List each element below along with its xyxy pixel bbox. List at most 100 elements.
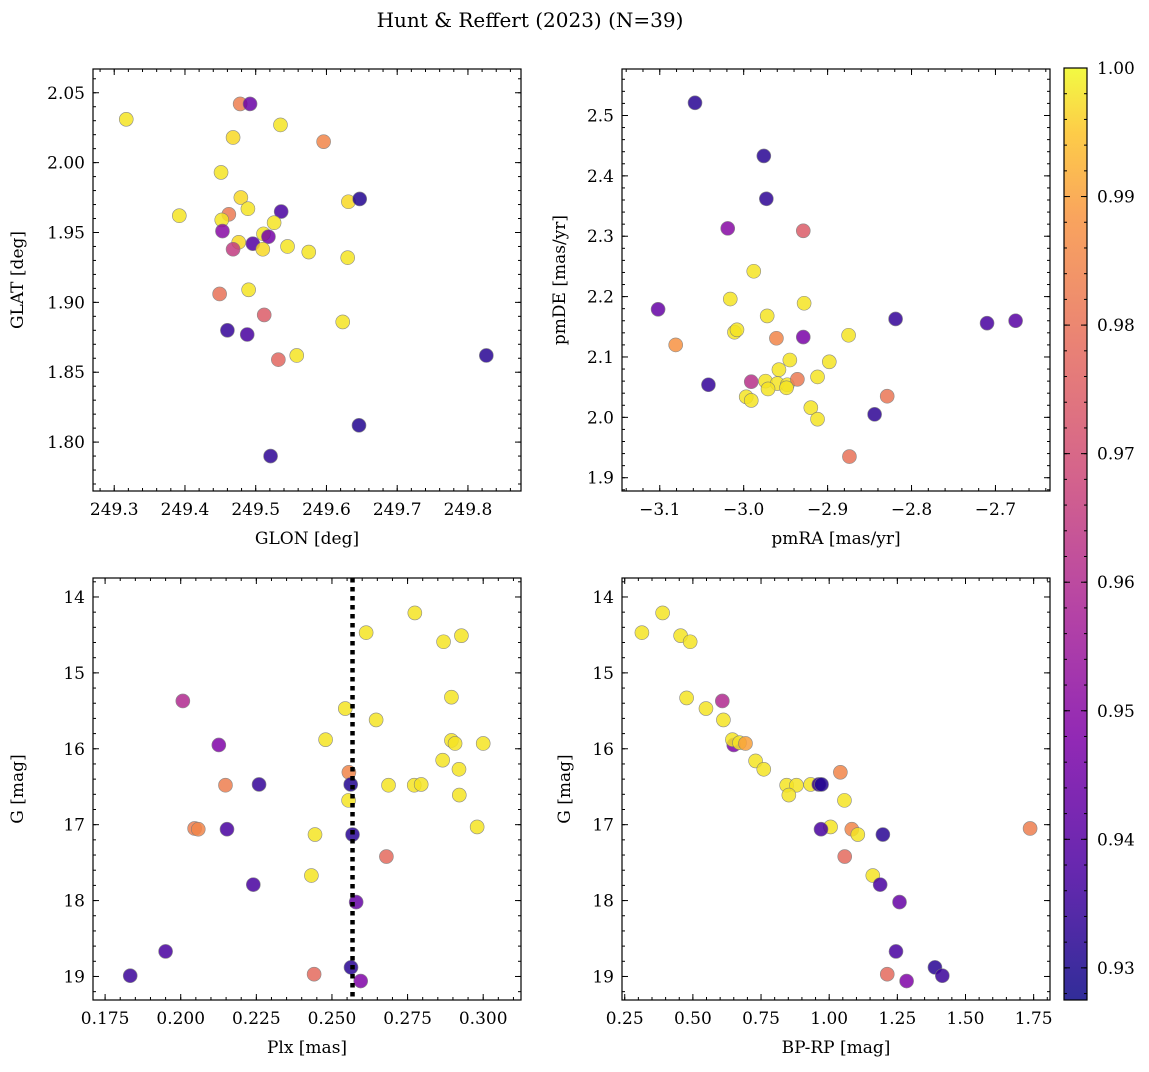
minor-ticks: [622, 69, 1050, 491]
data-point: [352, 191, 368, 207]
data-point: [872, 877, 888, 892]
panel-proper-motion-plot: −3.1 −3.0 −2.9 −2.8 −2.7 1.9 2.0 2.1 2.2 2.3 2.4 2.…: [550, 68, 1051, 549]
data-point: [301, 244, 317, 260]
data-point: [888, 311, 903, 327]
y-tick-label: 19: [63, 967, 85, 987]
data-point: [679, 690, 694, 706]
y-tick-label: 18: [592, 892, 614, 912]
data-point: [261, 229, 276, 244]
x-tick-label: 0.250: [308, 1009, 357, 1029]
x-tick-label: 249.5: [231, 500, 280, 520]
data-point: [668, 337, 684, 353]
y-tick-label: 2.1: [587, 348, 614, 368]
x-tick-label: 0.225: [232, 1009, 281, 1029]
y-tick-label: 14: [592, 588, 614, 608]
data-point: [337, 701, 353, 716]
x-axis-label: GLON [deg]: [255, 529, 359, 549]
data-point: [255, 241, 271, 257]
data-point: [444, 689, 459, 705]
data-point: [655, 605, 670, 621]
data-point: [225, 241, 241, 257]
colorbar-tick-label: 0.98: [1097, 316, 1135, 336]
y-tick-label: 1.90: [47, 293, 85, 313]
data-point: [212, 286, 227, 302]
data-point: [273, 204, 289, 219]
x-tick-label: −3.1: [639, 500, 680, 520]
x-tick-label: 0.275: [383, 1009, 432, 1029]
data-point: [215, 223, 230, 239]
data-point: [892, 894, 907, 910]
data-point: [879, 966, 895, 982]
x-tick-label: 0.200: [156, 1009, 205, 1029]
data-point: [447, 736, 463, 751]
data-point: [266, 215, 282, 231]
data-point: [469, 819, 485, 835]
y-tick-label: 17: [63, 816, 85, 836]
y-tick-label: 1.85: [47, 363, 85, 383]
data-point: [379, 849, 394, 864]
data-point: [454, 628, 469, 643]
colorbar-tick-label: 0.93: [1097, 959, 1135, 979]
data-point: [813, 821, 829, 837]
y-tick-label: 15: [63, 664, 85, 684]
data-point: [368, 712, 384, 728]
data-point: [769, 330, 784, 346]
x-axis-label: Plx [mas]: [267, 1038, 347, 1058]
data-point: [738, 736, 753, 751]
x-axis-label: BP-RP [mag]: [782, 1038, 891, 1058]
colorbar-tick-label: 0.96: [1097, 573, 1135, 593]
data-point: [225, 130, 241, 145]
data-point: [219, 821, 235, 837]
data-point: [175, 693, 191, 709]
y-axis-label: G [mag]: [555, 754, 575, 823]
x-tick-label: 249.6: [302, 500, 351, 520]
data-point: [239, 327, 255, 342]
data-point: [842, 449, 857, 464]
y-axis-label: G [mag]: [8, 754, 28, 823]
x-tick-label: −2.7: [975, 500, 1016, 520]
axes-frame: [621, 68, 1051, 492]
x-axis-label: pmRA [mas/yr]: [771, 529, 900, 549]
data-point: [888, 944, 904, 959]
data-point: [436, 634, 451, 650]
data-point: [759, 191, 774, 207]
data-point: [682, 634, 698, 650]
data-point: [722, 291, 738, 307]
data-point: [241, 282, 256, 298]
data-point: [335, 314, 351, 330]
data-point: [867, 407, 882, 422]
data-point: [796, 295, 812, 311]
panel-position-plot: 249.3 249.4 249.5 249.6 249.7 249.8 1.80 1.85 1.…: [8, 68, 522, 549]
x-tick-label: 1.50: [947, 1009, 985, 1029]
data-point: [211, 737, 227, 753]
data-point: [251, 777, 267, 792]
data-point: [879, 388, 895, 404]
data-point: [1008, 313, 1023, 329]
colorbar-gradient: [1064, 68, 1087, 1000]
data-point: [256, 307, 272, 323]
minor-ticks: [93, 69, 521, 491]
y-axis-label: pmDE [mas/yr]: [550, 215, 570, 345]
data-point: [756, 761, 772, 777]
data-point: [479, 348, 494, 363]
x-tick-label: 1.25: [878, 1009, 916, 1029]
data-point: [650, 301, 666, 317]
data-point: [246, 877, 261, 892]
y-tick-label: 18: [63, 892, 85, 912]
data-point: [781, 787, 797, 803]
data-point: [979, 315, 995, 331]
data-point: [316, 134, 331, 149]
data-point: [318, 732, 333, 747]
data-point: [803, 400, 819, 415]
data-point: [837, 849, 853, 864]
y-axis-label: GLAT [deg]: [8, 231, 28, 329]
colorbar: 0.93 0.94 0.95 0.96 0.97 0.98 0.99 1.00: [1063, 59, 1135, 1001]
data-point: [435, 752, 450, 768]
data-point: [122, 968, 138, 984]
y-tick-label: 2.5: [587, 106, 614, 126]
data-point: [698, 701, 714, 716]
data-point: [273, 117, 288, 133]
data-point: [263, 448, 278, 464]
data-point: [833, 765, 848, 780]
